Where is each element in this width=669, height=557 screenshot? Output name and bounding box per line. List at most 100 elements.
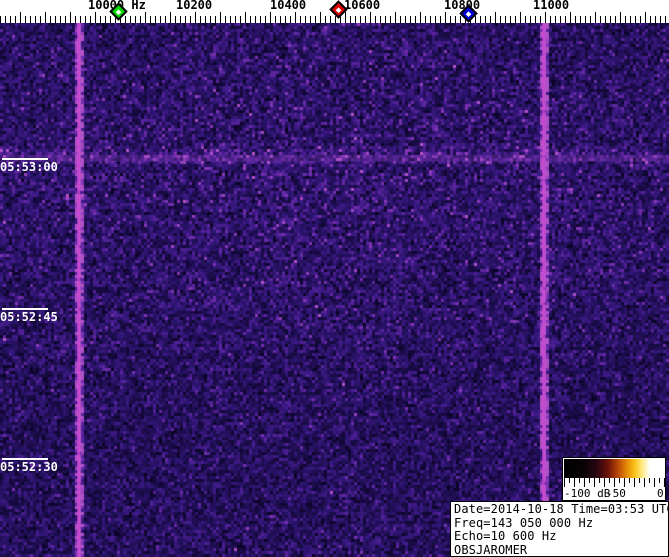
colorbar-minor-tick — [589, 478, 590, 483]
freq-minor-tick — [305, 16, 306, 23]
colorbar-major-tick — [624, 478, 625, 487]
freq-minor-tick — [525, 16, 526, 23]
freq-major-tick — [370, 12, 371, 23]
colorbar-major-tick — [614, 478, 615, 487]
freq-minor-tick — [35, 16, 36, 23]
freq-major-tick — [20, 12, 21, 23]
colorbar-major-tick — [644, 478, 645, 487]
freq-minor-tick — [560, 16, 561, 23]
freq-minor-tick — [260, 16, 261, 23]
freq-minor-tick — [115, 16, 116, 23]
freq-minor-tick — [530, 16, 531, 23]
freq-minor-tick — [565, 16, 566, 23]
freq-minor-tick — [285, 16, 286, 23]
freq-minor-tick — [110, 16, 111, 23]
freq-major-tick — [345, 12, 346, 23]
colorbar-major-tick — [584, 478, 585, 487]
freq-major-tick — [395, 12, 396, 23]
freq-minor-tick — [130, 16, 131, 23]
freq-minor-tick — [610, 16, 611, 23]
observation-info-panel: Date=2014-10-18 Time=03:53 UTC Freq=143 … — [450, 501, 669, 557]
freq-major-tick — [170, 12, 171, 23]
frequency-ruler[interactable]: 10000 Hz 10200 10400 10600 10800 11000 — [0, 0, 669, 23]
freq-minor-tick — [475, 16, 476, 23]
freq-minor-tick — [200, 16, 201, 23]
freq-minor-tick — [515, 16, 516, 23]
freq-major-tick — [545, 12, 546, 23]
colorbar-scale-labels: -100 dB -50 0 — [564, 487, 664, 500]
freq-minor-tick — [85, 16, 86, 23]
freq-minor-tick — [265, 16, 266, 23]
freq-minor-tick — [185, 16, 186, 23]
freq-minor-tick — [210, 16, 211, 23]
freq-minor-tick — [340, 16, 341, 23]
freq-axis-label: 10200 — [176, 0, 213, 12]
freq-minor-tick — [375, 16, 376, 23]
freq-minor-tick — [75, 16, 76, 23]
freq-major-tick — [220, 12, 221, 23]
freq-minor-tick — [0, 16, 1, 23]
freq-minor-tick — [310, 16, 311, 23]
freq-minor-tick — [640, 16, 641, 23]
freq-minor-tick — [125, 16, 126, 23]
freq-minor-tick — [355, 16, 356, 23]
freq-minor-tick — [100, 16, 101, 23]
freq-minor-tick — [405, 16, 406, 23]
freq-minor-tick — [380, 16, 381, 23]
freq-minor-tick — [585, 16, 586, 23]
freq-minor-tick — [255, 16, 256, 23]
freq-minor-tick — [5, 16, 6, 23]
freq-minor-tick — [430, 16, 431, 23]
freq-major-tick — [645, 12, 646, 23]
freq-minor-tick — [290, 16, 291, 23]
colorbar-minor-tick — [609, 478, 610, 483]
freq-minor-tick — [15, 16, 16, 23]
colorbar-major-tick — [604, 478, 605, 487]
freq-minor-tick — [425, 16, 426, 23]
colorbar-major-tick — [564, 478, 565, 487]
freq-minor-tick — [505, 16, 506, 23]
freq-major-tick — [420, 12, 421, 23]
freq-major-tick — [245, 12, 246, 23]
colorbar-minor-tick — [639, 478, 640, 483]
freq-minor-tick — [580, 16, 581, 23]
colorbar-tick-marks — [564, 478, 665, 488]
freq-minor-tick — [40, 16, 41, 23]
colorbar-legend: -100 dB -50 0 — [562, 457, 666, 501]
freq-minor-tick — [230, 16, 231, 23]
freq-minor-tick — [385, 16, 386, 23]
freq-major-tick — [295, 12, 296, 23]
freq-minor-tick — [60, 16, 61, 23]
freq-major-tick — [70, 12, 71, 23]
colorbar-minor-tick — [659, 478, 660, 483]
marker-center-dot — [115, 8, 122, 15]
info-line-station: OBSJAROMER — [454, 542, 528, 557]
colorbar-major-tick — [654, 478, 655, 487]
freq-minor-tick — [490, 16, 491, 23]
freq-minor-tick — [575, 16, 576, 23]
freq-minor-tick — [360, 16, 361, 23]
freq-minor-tick — [205, 16, 206, 23]
freq-major-tick — [145, 12, 146, 23]
carrier-line-right — [542, 23, 545, 557]
freq-minor-tick — [540, 16, 541, 23]
freq-minor-tick — [630, 16, 631, 23]
freq-minor-tick — [175, 16, 176, 23]
freq-minor-tick — [80, 16, 81, 23]
freq-minor-tick — [165, 16, 166, 23]
freq-minor-tick — [550, 16, 551, 23]
freq-minor-tick — [410, 16, 411, 23]
freq-axis-label: 11000 — [533, 0, 570, 12]
freq-minor-tick — [140, 16, 141, 23]
freq-minor-tick — [635, 16, 636, 23]
colorbar-minor-tick — [599, 478, 600, 483]
colorbar-minor-tick — [649, 478, 650, 483]
freq-minor-tick — [150, 16, 151, 23]
freq-minor-tick — [275, 16, 276, 23]
freq-minor-tick — [415, 16, 416, 23]
colorbar-minor-tick — [619, 478, 620, 483]
spectrogram-waterfall[interactable]: 05:53:00 05:52:45 05:52:30 — [0, 23, 669, 557]
freq-minor-tick — [300, 16, 301, 23]
freq-minor-tick — [160, 16, 161, 23]
freq-minor-tick — [390, 16, 391, 23]
